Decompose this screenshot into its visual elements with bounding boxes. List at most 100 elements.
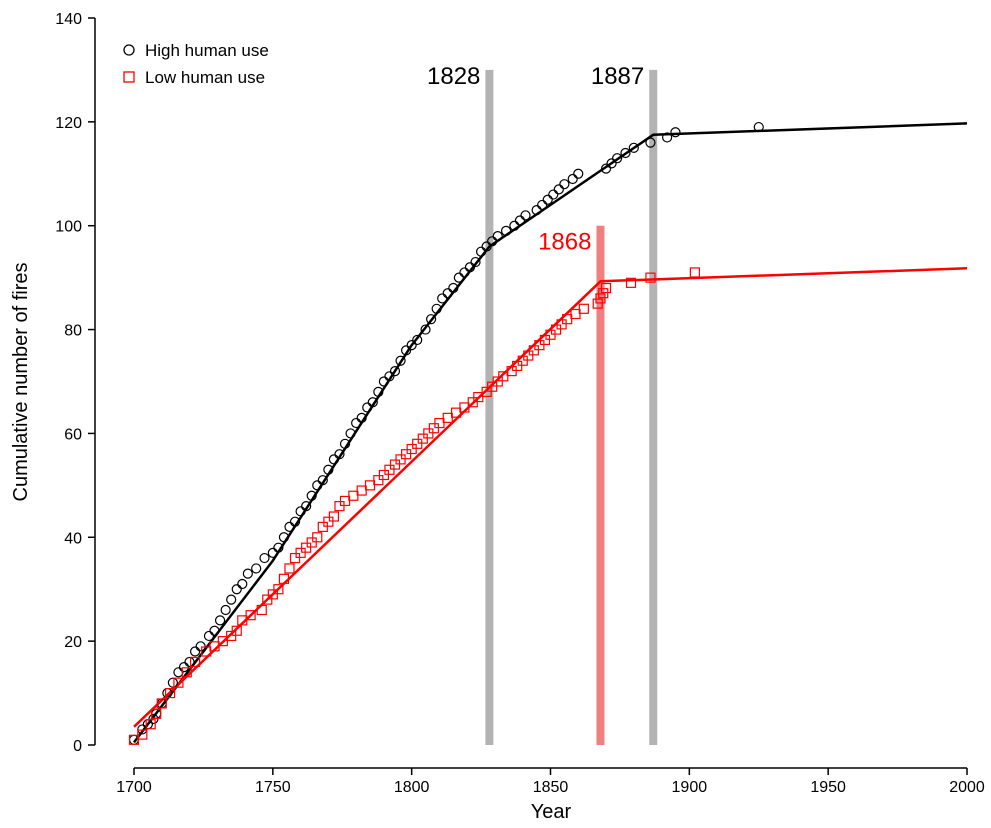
- data-point-high-human-use: [448, 282, 459, 294]
- data-point-low-human-use: [492, 376, 503, 387]
- data-point-low-human-use: [539, 334, 551, 346]
- data-point-high-human-use: [531, 205, 542, 216]
- data-point-high-human-use: [214, 615, 226, 626]
- x-tick-label: 1700: [116, 779, 152, 796]
- data-point-low-human-use: [487, 381, 498, 392]
- data-point-high-human-use: [628, 142, 639, 153]
- data-point-high-human-use: [412, 334, 423, 346]
- data-point-low-human-use: [231, 625, 242, 636]
- fit-line-low-human-use: [133, 267, 968, 728]
- data-point-low-human-use: [389, 459, 401, 470]
- data-point-high-human-use: [362, 402, 373, 413]
- data-point-high-human-use: [189, 646, 201, 657]
- data-point-high-human-use: [178, 662, 190, 673]
- data-point-low-human-use: [289, 552, 301, 564]
- data-point-high-human-use: [567, 173, 578, 185]
- legend-marker-high-human-use: [123, 44, 135, 56]
- data-point-low-human-use: [181, 667, 192, 678]
- data-point-high-human-use: [167, 677, 178, 688]
- data-point-high-human-use: [367, 397, 378, 408]
- data-point-low-human-use: [267, 589, 278, 600]
- data-point-high-human-use: [475, 246, 487, 257]
- data-point-low-human-use: [556, 319, 567, 330]
- data-point-high-human-use: [620, 147, 631, 159]
- data-point-low-human-use: [625, 277, 637, 288]
- legend-label-low-human-use: Low human use: [145, 68, 265, 87]
- data-point-low-human-use: [273, 584, 284, 595]
- data-point-high-human-use: [662, 132, 673, 143]
- data-point-low-human-use: [423, 428, 434, 439]
- data-point-low-human-use: [301, 542, 312, 553]
- y-tick-label: 40: [64, 530, 82, 547]
- data-point-low-human-use: [278, 573, 290, 584]
- data-point-high-human-use: [289, 516, 301, 527]
- data-point-low-human-use: [523, 350, 534, 361]
- data-point-high-human-use: [184, 656, 195, 668]
- data-point-high-human-use: [442, 288, 453, 299]
- data-point-high-human-use: [312, 480, 323, 491]
- data-point-low-human-use: [406, 443, 417, 455]
- changepoint-label-1828: 1828: [427, 63, 480, 90]
- data-point-high-human-use: [481, 241, 492, 252]
- data-point-low-human-use: [550, 324, 562, 335]
- data-point-high-human-use: [220, 604, 231, 616]
- x-tick-label: 2000: [949, 779, 985, 796]
- data-point-low-human-use: [412, 438, 423, 449]
- legend-label-high-human-use: High human use: [145, 41, 269, 60]
- legend: High human use Low human use: [123, 41, 269, 87]
- data-point-low-human-use: [339, 495, 351, 507]
- data-point-low-human-use: [598, 288, 609, 299]
- data-point-high-human-use: [226, 594, 237, 605]
- data-point-low-human-use: [506, 366, 517, 377]
- data-point-low-human-use: [395, 454, 406, 465]
- data-point-low-human-use: [417, 433, 428, 444]
- data-point-high-human-use: [548, 189, 559, 200]
- y-tick-label: 0: [73, 738, 82, 755]
- fit-lines: [133, 122, 968, 744]
- data-point-high-human-use: [459, 267, 470, 278]
- data-point-high-human-use: [295, 506, 306, 517]
- data-point-high-human-use: [395, 355, 406, 366]
- fit-line-high-human-use: [133, 122, 968, 744]
- data-point-low-human-use: [570, 308, 581, 320]
- data-point-low-human-use: [128, 734, 140, 745]
- data-point-high-human-use: [612, 153, 623, 164]
- data-point-high-human-use: [559, 179, 570, 190]
- data-point-high-human-use: [401, 345, 412, 356]
- data-point-high-human-use: [339, 438, 351, 449]
- x-tick-label: 1900: [672, 779, 708, 796]
- data-point-high-human-use: [259, 552, 270, 564]
- data-point-low-human-use: [295, 547, 306, 558]
- data-point-high-human-use: [509, 220, 520, 231]
- data-point-high-human-use: [431, 303, 442, 314]
- data-points: [128, 121, 764, 745]
- data-point-low-human-use: [595, 293, 606, 304]
- data-point-high-human-use: [284, 521, 295, 533]
- data-point-high-human-use: [500, 225, 512, 237]
- data-point-low-human-use: [384, 464, 395, 475]
- data-point-high-human-use: [492, 231, 503, 242]
- x-tick-label: 1800: [394, 779, 430, 796]
- data-point-low-human-use: [356, 485, 367, 496]
- data-point-high-human-use: [542, 194, 553, 205]
- data-point-high-human-use: [356, 412, 367, 423]
- data-point-high-human-use: [345, 428, 356, 439]
- data-point-high-human-use: [470, 256, 481, 268]
- data-point-low-human-use: [348, 490, 359, 501]
- data-point-low-human-use: [459, 402, 470, 413]
- data-point-high-human-use: [323, 464, 334, 475]
- data-point-low-human-use: [256, 604, 267, 616]
- data-point-low-human-use: [517, 355, 528, 366]
- data-point-low-human-use: [217, 636, 228, 647]
- data-point-low-human-use: [373, 475, 384, 486]
- data-point-low-human-use: [364, 480, 376, 491]
- data-point-high-human-use: [453, 272, 464, 283]
- data-point-high-human-use: [553, 184, 564, 195]
- data-point-low-human-use: [189, 656, 201, 668]
- data-point-high-human-use: [273, 542, 284, 553]
- y-tick-label: 140: [55, 11, 82, 28]
- data-point-low-human-use: [201, 646, 212, 657]
- changepoint-label-1887: 1887: [591, 63, 644, 90]
- data-point-high-human-use: [514, 215, 526, 226]
- data-point-low-human-use: [151, 708, 162, 719]
